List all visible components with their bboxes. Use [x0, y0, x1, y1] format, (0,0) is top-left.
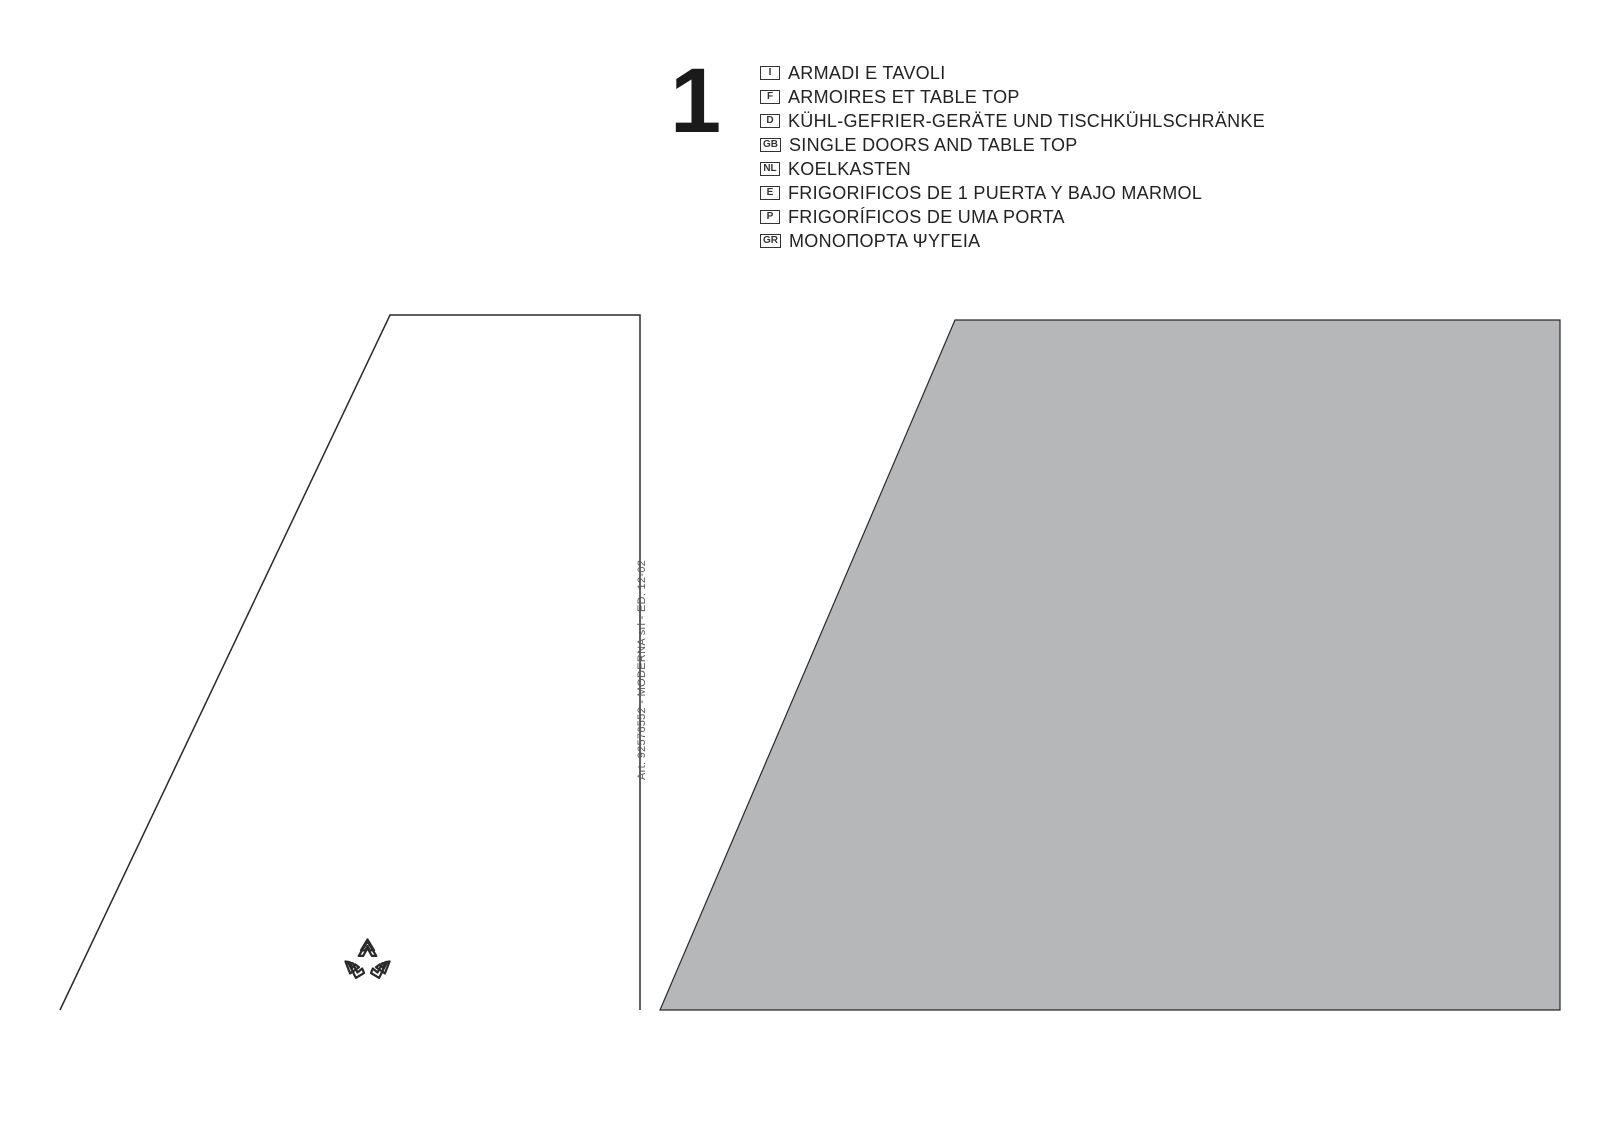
- lang-row-i: I ARMADI E TAVOLI: [760, 62, 1265, 84]
- lang-row-gr: GR ΜΟΝΟΠΟΡΤΑ ΨΥΓΕΙΑ: [760, 230, 1265, 252]
- lang-badge: NL: [760, 162, 780, 176]
- left-panel-outline: [60, 315, 640, 1010]
- recycle-icon: [340, 935, 395, 990]
- lang-badge: P: [760, 210, 780, 224]
- article-code-note: Art. 92576552 - MODERNA srl - ED. 12-02: [636, 560, 648, 780]
- lang-row-p: P FRIGORÍFICOS DE UMA PORTA: [760, 206, 1265, 228]
- lang-label: KOELKASTEN: [788, 159, 911, 180]
- language-list: I ARMADI E TAVOLI F ARMOIRES ET TABLE TO…: [760, 62, 1265, 254]
- lang-badge: GR: [760, 234, 781, 248]
- lang-badge: F: [760, 90, 780, 104]
- right-panel-shape: [660, 320, 1560, 1010]
- lang-row-gb: GB SINGLE DOORS AND TABLE TOP: [760, 134, 1265, 156]
- lang-label: FRIGORIFICOS DE 1 PUERTA Y BAJO MARMOL: [788, 183, 1202, 204]
- lang-label: ΜΟΝΟΠΟΡΤΑ ΨΥΓΕΙΑ: [789, 231, 980, 252]
- document-page: 1 I ARMADI E TAVOLI F ARMOIRES ET TABLE …: [0, 0, 1600, 1131]
- lang-label: KÜHL-GEFRIER-GERÄTE UND TISCHKÜHLSCHRÄNK…: [788, 111, 1265, 132]
- lang-row-e: E FRIGORIFICOS DE 1 PUERTA Y BAJO MARMOL: [760, 182, 1265, 204]
- lang-badge: GB: [760, 138, 781, 152]
- lang-badge: D: [760, 114, 780, 128]
- lang-label: SINGLE DOORS AND TABLE TOP: [789, 135, 1078, 156]
- lang-row-d: D KÜHL-GEFRIER-GERÄTE UND TISCHKÜHLSCHRÄ…: [760, 110, 1265, 132]
- lang-row-f: F ARMOIRES ET TABLE TOP: [760, 86, 1265, 108]
- section-number: 1: [670, 55, 721, 147]
- lang-row-nl: NL KOELKASTEN: [760, 158, 1265, 180]
- lang-badge: I: [760, 66, 780, 80]
- lang-label: ARMOIRES ET TABLE TOP: [788, 87, 1020, 108]
- lang-badge: E: [760, 186, 780, 200]
- lang-label: FRIGORÍFICOS DE UMA PORTA: [788, 207, 1065, 228]
- lang-label: ARMADI E TAVOLI: [788, 63, 946, 84]
